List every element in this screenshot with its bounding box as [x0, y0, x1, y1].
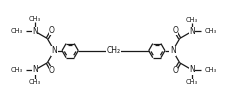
Text: O: O	[172, 26, 178, 35]
Text: CH₃: CH₃	[10, 67, 23, 73]
Text: CH₃: CH₃	[29, 16, 41, 22]
Text: CH₃: CH₃	[186, 79, 198, 85]
Text: CH₃: CH₃	[186, 17, 198, 23]
Text: CH₃: CH₃	[205, 28, 217, 35]
Text: CH₃: CH₃	[10, 28, 23, 35]
Text: N: N	[32, 27, 38, 36]
Text: N: N	[170, 46, 175, 55]
Text: O: O	[172, 66, 178, 75]
Text: N: N	[189, 27, 195, 36]
Text: N: N	[52, 46, 57, 55]
Text: O: O	[49, 26, 55, 35]
Text: CH₂: CH₂	[106, 46, 121, 55]
Text: N: N	[189, 65, 195, 74]
Text: CH₃: CH₃	[205, 67, 217, 73]
Text: N: N	[32, 65, 38, 74]
Text: CH₃: CH₃	[29, 79, 41, 85]
Text: O: O	[49, 66, 55, 75]
